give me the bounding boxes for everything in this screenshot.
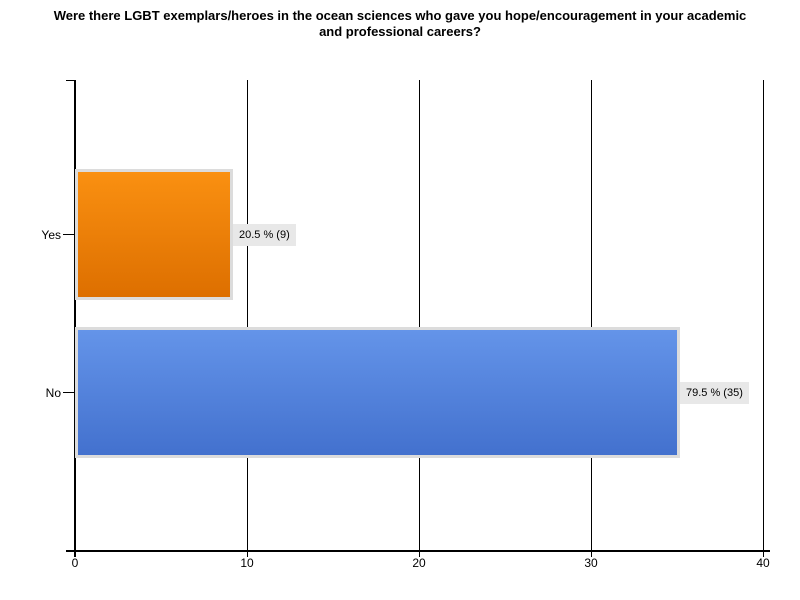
x-tick-label-0: 0 bbox=[71, 556, 79, 570]
bar-yes bbox=[75, 169, 233, 300]
gridline-x-40 bbox=[763, 80, 764, 557]
value-label-no: 79.5 % (35) bbox=[680, 382, 749, 404]
gridline-x-30 bbox=[591, 80, 592, 557]
category-label-yes: Yes bbox=[41, 228, 61, 242]
y-axis-line bbox=[74, 80, 76, 557]
gridline-x-10 bbox=[247, 80, 248, 557]
y-tick-yes bbox=[63, 234, 74, 235]
x-tick-label-10: 10 bbox=[240, 556, 254, 570]
y-axis-top-tick bbox=[66, 80, 74, 81]
y-tick-no bbox=[63, 392, 74, 393]
gridline-x-20 bbox=[419, 80, 420, 557]
x-tick-label-40: 40 bbox=[756, 556, 770, 570]
bar-no bbox=[75, 327, 680, 458]
x-axis-line bbox=[66, 550, 770, 552]
chart-title: Were there LGBT exemplars/heroes in the … bbox=[53, 8, 747, 39]
x-tick-label-30: 30 bbox=[584, 556, 598, 570]
category-label-no: No bbox=[45, 386, 61, 400]
x-tick-label-20: 20 bbox=[412, 556, 426, 570]
value-label-yes: 20.5 % (9) bbox=[233, 224, 296, 246]
